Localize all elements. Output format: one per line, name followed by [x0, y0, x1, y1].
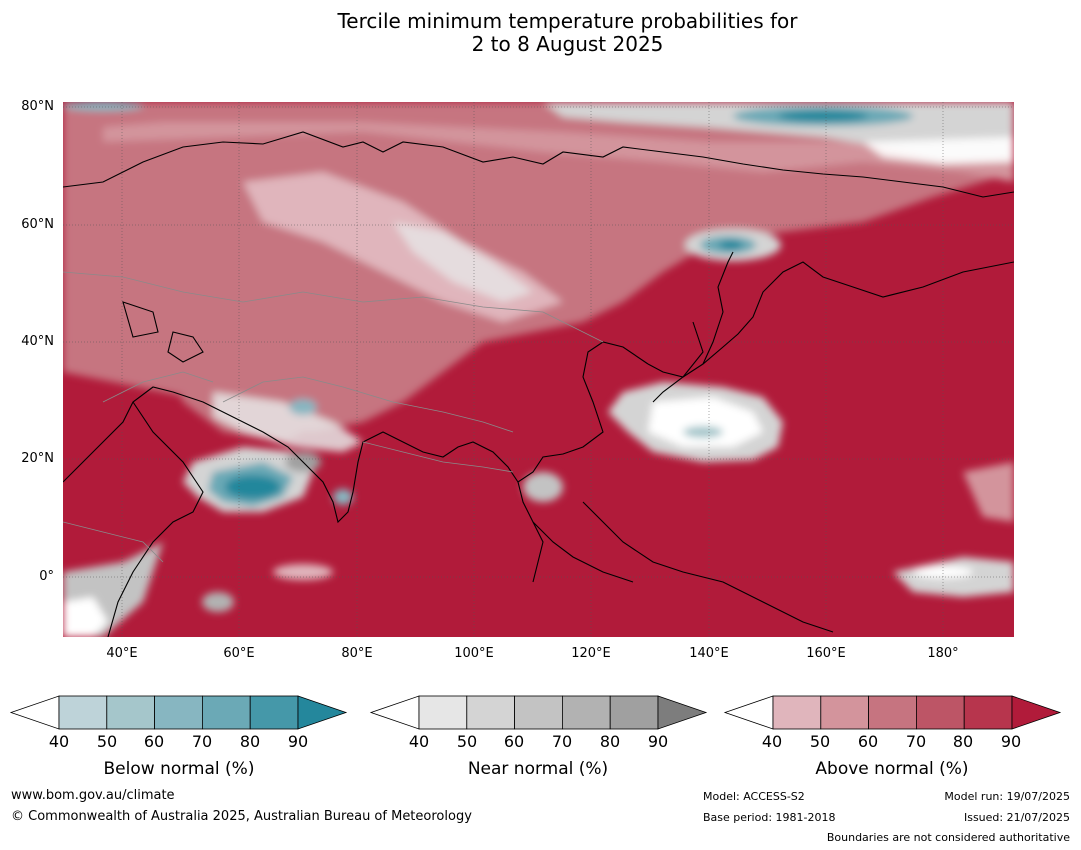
colorbar-strip	[9, 695, 1062, 730]
colorbar-extend-high	[1011, 695, 1062, 730]
cb-near-label: Near normal (%)	[467, 759, 609, 779]
model-run-text: Model run: 19/07/2025	[944, 790, 1070, 803]
cb-near-tick: 90	[647, 732, 669, 751]
colorbar-segment	[514, 695, 563, 730]
colorbar-segment	[249, 695, 299, 730]
lat-label-20n: 20°N	[21, 451, 54, 466]
colorbar-extend-high	[297, 695, 348, 730]
colorbar-segment	[609, 695, 659, 730]
colorbar-segment	[868, 695, 917, 730]
colorbar-segment	[820, 695, 869, 730]
lat-label-60n: 60°N	[21, 217, 54, 232]
boundaries-note: Boundaries are not considered authoritat…	[826, 831, 1070, 844]
colorbar-segment	[418, 695, 468, 730]
cb-above-label: Above normal (%)	[815, 759, 969, 779]
website-link[interactable]: www.bom.gov.au/climate	[11, 788, 175, 803]
map-graphic	[63, 102, 1014, 637]
cb-below-tick: 60	[143, 732, 165, 751]
colorbar-extend-low	[723, 695, 774, 730]
lon-label-100e: 100°E	[454, 646, 494, 661]
lon-label-180: 180°	[927, 646, 959, 661]
colorbar-segment	[58, 695, 108, 730]
copyright-text: © Commonwealth of Australia 2025, Austra…	[11, 809, 472, 824]
cb-above-tick: 80	[952, 732, 974, 751]
colorbar-extend-low	[369, 695, 420, 730]
cb-above-tick: 90	[1000, 732, 1022, 751]
probability-map	[63, 102, 1014, 637]
country-borders	[63, 271, 604, 563]
cb-near-tick: 70	[551, 732, 573, 751]
colorbar-segment	[154, 695, 203, 730]
lon-label-40e: 40°E	[106, 646, 138, 661]
cb-below-tick: 70	[191, 732, 213, 751]
cb-near-tick: 50	[456, 732, 478, 751]
map-title-line1: Tercile minimum temperature probabilitie…	[337, 9, 798, 33]
graticule	[63, 102, 1014, 637]
colorbar-near-normal	[369, 695, 708, 730]
colorbar-segment	[963, 695, 1013, 730]
cb-near-tick: 40	[408, 732, 430, 751]
model-text: Model: ACCESS-S2	[703, 790, 805, 803]
lat-label-40n: 40°N	[21, 334, 54, 349]
cb-below-label: Below normal (%)	[103, 759, 255, 779]
lon-label-120e: 120°E	[571, 646, 611, 661]
lon-label-140e: 140°E	[689, 646, 729, 661]
colorbar-segment	[466, 695, 515, 730]
cb-above-tick: 70	[905, 732, 927, 751]
colorbar-segment	[562, 695, 611, 730]
cb-above-tick: 50	[809, 732, 831, 751]
colorbar-above-normal	[723, 695, 1062, 730]
cb-near-tick: 60	[503, 732, 525, 751]
colorbar-extend-high	[657, 695, 708, 730]
cb-near-tick: 80	[599, 732, 621, 751]
lat-label-0: 0°	[39, 569, 54, 584]
colorbar-segment	[916, 695, 965, 730]
cb-above-tick: 40	[761, 732, 783, 751]
cb-below-tick: 40	[48, 732, 70, 751]
colorbar-extend-low	[9, 695, 60, 730]
map-title-line2: 2 to 8 August 2025	[471, 32, 664, 56]
colorbar-segment	[201, 695, 251, 730]
lat-label-80n: 80°N	[21, 99, 54, 114]
issued-text: Issued: 21/07/2025	[963, 811, 1070, 824]
cb-above-tick: 60	[857, 732, 879, 751]
colorbar-below-normal	[9, 695, 348, 730]
cb-below-tick: 50	[96, 732, 118, 751]
lon-label-80e: 80°E	[341, 646, 373, 661]
colorbar-segment	[106, 695, 156, 730]
cb-below-tick: 80	[239, 732, 261, 751]
lon-label-60e: 60°E	[223, 646, 255, 661]
base-period-text: Base period: 1981-2018	[703, 811, 836, 824]
lon-label-160e: 160°E	[806, 646, 846, 661]
cb-below-tick: 90	[287, 732, 309, 751]
shading-layer	[63, 102, 1014, 637]
colorbar-segment	[772, 695, 822, 730]
